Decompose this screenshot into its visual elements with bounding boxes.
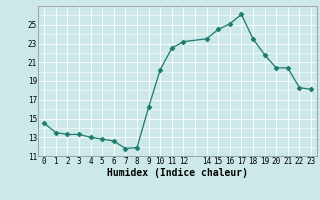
X-axis label: Humidex (Indice chaleur): Humidex (Indice chaleur)	[107, 168, 248, 178]
